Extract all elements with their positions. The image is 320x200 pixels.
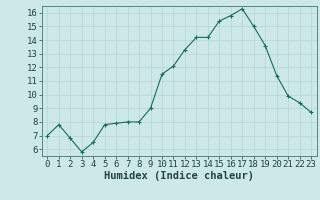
- X-axis label: Humidex (Indice chaleur): Humidex (Indice chaleur): [104, 171, 254, 181]
